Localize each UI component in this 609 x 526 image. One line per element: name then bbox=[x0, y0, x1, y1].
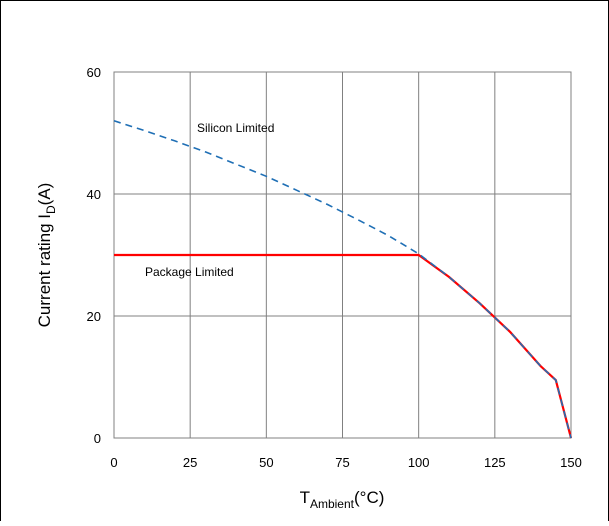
series-line-silicon-limited bbox=[113, 120, 572, 439]
x-axis-label-main: T bbox=[300, 488, 310, 507]
series-layer bbox=[113, 120, 573, 439]
annotation-package-limited: Package Limited bbox=[145, 265, 234, 279]
x-tick-label-25: 25 bbox=[183, 455, 197, 470]
x-axis-label-suffix: (°C) bbox=[354, 488, 384, 507]
x-tick-label-50: 50 bbox=[259, 455, 273, 470]
y-tick-labels: 0 20 40 60 bbox=[87, 65, 101, 446]
x-tick-label-150: 150 bbox=[560, 455, 582, 470]
x-axis-label-sub: Ambient bbox=[310, 497, 355, 511]
y-axis-label-suffix: (A) bbox=[35, 183, 54, 206]
y-axis-label-main: Current rating I bbox=[35, 214, 54, 327]
y-axis-label-sub: D bbox=[44, 205, 58, 214]
x-tick-label-100: 100 bbox=[408, 455, 430, 470]
y-axis-label: Current rating ID(A) bbox=[35, 183, 58, 328]
y-tick-label-0: 0 bbox=[94, 431, 101, 446]
x-tick-labels: 0 25 50 75 100 125 150 bbox=[110, 455, 581, 470]
x-axis-label: TAmbient(°C) bbox=[300, 488, 385, 511]
x-tick-label-0: 0 bbox=[110, 455, 117, 470]
y-tick-label-20: 20 bbox=[87, 309, 101, 324]
annotation-silicon-limited: Silicon Limited bbox=[197, 121, 274, 135]
x-tick-label-75: 75 bbox=[335, 455, 349, 470]
y-tick-label-40: 40 bbox=[87, 187, 101, 202]
y-tick-label-60: 60 bbox=[87, 65, 101, 80]
x-tick-label-125: 125 bbox=[484, 455, 506, 470]
